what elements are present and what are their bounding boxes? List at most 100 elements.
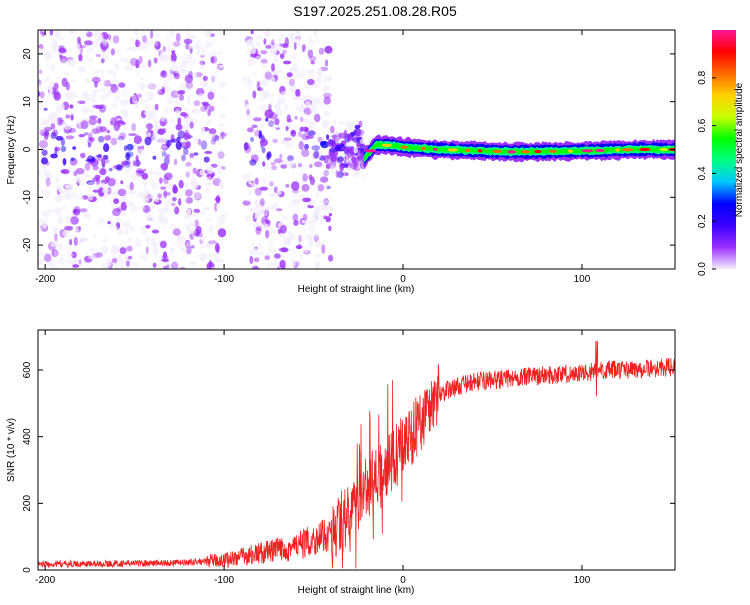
- spectrogram-noise-blob: [273, 221, 277, 226]
- spectrogram-noise-blob: [45, 177, 51, 187]
- spectrogram-noise-blob: [162, 46, 167, 52]
- spectrogram-y-tick-label: -20: [22, 237, 33, 252]
- spectrogram-noise-blob: [216, 205, 220, 210]
- spectrogram-noise-blob: [185, 54, 189, 59]
- spectrogram-noise-blob: [103, 193, 108, 200]
- colorbar-ticks: 0.0 0.2 0.4 0.6 0.8: [697, 70, 716, 276]
- spectrogram-noise-blob: [206, 216, 213, 222]
- spectrogram-noise-blob: [141, 197, 151, 202]
- spectrogram-noise-blob: [313, 30, 318, 37]
- spectrogram-noise-blob: [186, 246, 192, 255]
- spectrogram-noise-blob: [179, 69, 188, 74]
- spectrogram-noise-blob: [152, 246, 159, 256]
- spectrogram-noise-blob: [124, 65, 133, 71]
- colorbar-tick-label: 0.6: [697, 118, 708, 132]
- spectrogram-noise-blob: [165, 181, 173, 189]
- spectrogram-noise-blob: [307, 34, 312, 42]
- spectrogram-noise-blob: [143, 38, 150, 46]
- spectrogram-noise-blob: [296, 104, 300, 110]
- spectrogram-carrier-peak: [492, 149, 502, 153]
- spectrogram-noise-blob: [250, 30, 254, 35]
- spectrogram-noise-blob: [136, 170, 145, 174]
- spectrogram-noise-blob: [54, 146, 58, 155]
- spectrogram-noise-blob: [111, 252, 116, 257]
- spectrogram-noise-blob: [219, 241, 226, 249]
- spectrogram-noise-blob: [187, 52, 193, 61]
- spectrogram-noise-blob: [41, 219, 48, 229]
- spectrogram-noise-blob: [179, 266, 186, 269]
- spectrogram-noise-blob: [356, 130, 361, 140]
- spectrogram-carrier-peak: [381, 143, 393, 147]
- spectrogram-carrier-peak: [365, 149, 377, 153]
- snr-series-line: [38, 340, 675, 569]
- spectrogram-carrier-peak: [534, 149, 542, 154]
- spectrogram-noise-blob: [295, 245, 303, 250]
- spectrogram-noise-blob: [72, 264, 80, 268]
- spectrogram-noise-blob: [324, 109, 328, 116]
- spectrogram-noise-blob: [65, 114, 71, 119]
- spectrogram-noise-blob: [101, 69, 105, 79]
- spectrogram-noise-blob: [267, 251, 272, 257]
- spectrogram-noise-blob: [323, 92, 332, 99]
- spectrogram-noise-blob: [143, 181, 147, 189]
- spectrogram-noise-blob: [291, 53, 298, 60]
- spectrogram-noise-blob: [43, 107, 48, 111]
- spectrogram-noise-blob: [101, 239, 109, 243]
- spectrogram-noise-blob: [84, 40, 93, 46]
- spectrogram-noise-blob: [143, 254, 148, 263]
- spectrogram-noise-blob: [159, 240, 167, 249]
- spectrogram-noise-blob: [308, 226, 316, 234]
- spectrogram-noise-blob: [298, 140, 304, 150]
- spectrogram-noise-blob: [242, 173, 251, 181]
- spectrogram-noise-blob: [126, 260, 130, 268]
- spectrogram-noise-blob: [200, 106, 208, 112]
- spectrogram-noise-blob: [310, 96, 320, 105]
- spectrogram-noise-blob: [354, 170, 361, 178]
- spectrogram-noise-blob: [172, 197, 177, 202]
- snr-x-ticks: -200 -100 0 100: [35, 330, 591, 586]
- spectrogram-noise-blob: [258, 130, 262, 139]
- spectrogram-noise-blob: [163, 172, 173, 181]
- spectrogram-noise-blob: [113, 191, 117, 196]
- spectrogram-noise-blob: [186, 95, 191, 105]
- spectrogram-noise-blob: [181, 60, 190, 65]
- spectrogram-noise-blob: [196, 71, 202, 78]
- spectrogram-noise-blob: [195, 232, 204, 238]
- spectrogram-noise-blob: [117, 257, 122, 264]
- spectrogram-noise-blob: [183, 147, 189, 155]
- spectrogram-noise-blob: [38, 250, 42, 257]
- spectrogram-noise-blob: [285, 184, 290, 188]
- spectrogram-noise-blob: [49, 30, 54, 36]
- spectrogram-noise-blob: [108, 187, 115, 195]
- spectrogram-noise-blob: [199, 252, 208, 262]
- spectrogram-noise-blob: [283, 104, 289, 111]
- spectrogram-noise-blob: [166, 72, 175, 78]
- spectrogram-noise-blob: [302, 173, 308, 182]
- spectrogram-noise-blob: [113, 198, 120, 204]
- spectrogram-noise-blob: [207, 109, 212, 117]
- spectrogram-noise-blob: [77, 66, 86, 71]
- spectrogram-noise-blob: [161, 78, 170, 85]
- spectrogram-noise-blob: [309, 105, 316, 112]
- snr-x-tick-label: 0: [400, 575, 406, 586]
- spectrogram-noise-blob: [262, 161, 266, 167]
- spectrogram-noise-blob: [299, 49, 303, 55]
- spectrogram-noise-blob: [288, 78, 295, 87]
- spectrogram-noise-blob: [127, 255, 133, 260]
- spectrogram-noise-blob: [66, 259, 75, 265]
- spectrogram-noise-blob: [85, 31, 93, 38]
- spectrogram-noise-blob: [94, 174, 101, 179]
- spectrogram-carrier-peak: [507, 150, 517, 154]
- spectrogram-noise-blob: [205, 30, 209, 37]
- spectrogram-noise-blob: [217, 191, 226, 196]
- spectrogram-noise-blob: [112, 35, 120, 44]
- spectrogram-noise-blob: [299, 126, 304, 132]
- spectrogram-noise-blob: [38, 34, 44, 37]
- spectrogram-noise-blob: [90, 247, 95, 253]
- spectrogram-noise-blob: [273, 253, 281, 259]
- spectrogram-noise-blob: [337, 156, 344, 163]
- spectrogram-noise-blob: [61, 58, 67, 67]
- spectrogram-noise-blob: [170, 90, 180, 98]
- spectrogram-noise-blob: [152, 155, 157, 160]
- spectrogram-noise-blob: [110, 84, 119, 93]
